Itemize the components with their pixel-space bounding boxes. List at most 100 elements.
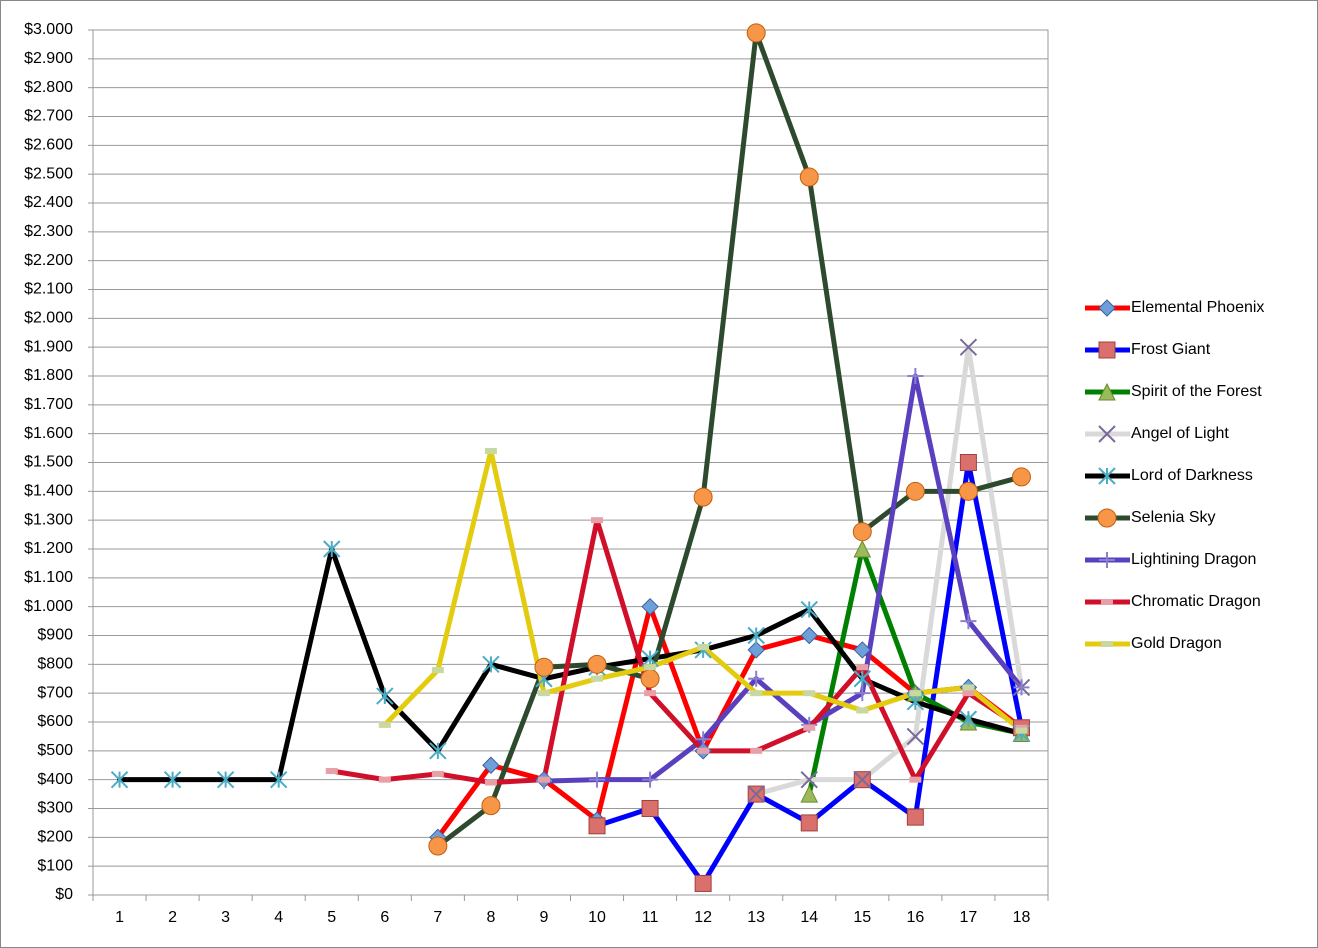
marker: [854, 685, 871, 702]
marker: [856, 664, 869, 671]
legend-label: Frost Giant: [1131, 341, 1211, 358]
marker: [853, 770, 872, 789]
marker: [591, 517, 604, 524]
y-tick-label: $1.700: [24, 396, 73, 413]
marker: [800, 814, 818, 832]
y-tick-label: $1.100: [24, 569, 73, 586]
marker: [853, 641, 872, 659]
x-tick-label: 1: [115, 909, 124, 926]
y-tick-label: $1.200: [24, 540, 73, 557]
y-tick-label: $1.900: [24, 338, 73, 355]
marker: [909, 690, 922, 697]
y-tick-label: $1.800: [24, 367, 73, 384]
marker: [431, 667, 444, 674]
marker: [484, 447, 497, 454]
marker: [748, 670, 765, 687]
marker: [1098, 299, 1116, 317]
legend-label: Spirit of the Forest: [1131, 383, 1262, 400]
x-tick-label: 11: [642, 909, 659, 926]
y-tick-label: $1.000: [24, 598, 73, 615]
marker: [484, 779, 497, 786]
marker: [746, 23, 766, 43]
marker: [534, 657, 554, 677]
marker: [1013, 679, 1030, 696]
marker: [750, 747, 763, 754]
x-tick-label: 2: [168, 909, 177, 926]
series-line: [753, 344, 1024, 797]
x-tick-label: 5: [327, 909, 336, 926]
y-tick-label: $2.000: [24, 310, 73, 327]
y-tick-label: $800: [37, 656, 73, 673]
marker: [960, 613, 977, 630]
marker: [641, 649, 659, 668]
marker: [537, 776, 550, 783]
y-tick-label: $300: [37, 800, 73, 817]
marker: [747, 785, 765, 803]
y-tick-label: $2.800: [24, 79, 73, 96]
y-tick-label: $2.200: [24, 252, 73, 269]
y-tick-label: $200: [37, 829, 73, 846]
x-tick-label: 8: [486, 909, 495, 926]
legend-label: Selenia Sky: [1131, 509, 1216, 526]
marker: [962, 684, 975, 691]
x-tick-label: 16: [906, 909, 924, 926]
legend-label: Lightining Dragon: [1131, 551, 1256, 568]
marker: [1101, 641, 1113, 647]
y-tick-label: $1.300: [24, 511, 73, 528]
marker: [1097, 508, 1117, 528]
x-tick-label: 12: [694, 909, 712, 926]
marker: [431, 770, 444, 777]
series-line: [329, 517, 1024, 786]
marker: [747, 626, 765, 645]
marker: [906, 727, 925, 746]
marker: [959, 338, 978, 356]
marker: [482, 655, 500, 674]
marker: [378, 721, 391, 728]
y-tick-label: $500: [37, 742, 73, 759]
marker: [537, 690, 550, 697]
marker: [803, 690, 816, 697]
marker: [269, 770, 288, 789]
marker: [482, 756, 500, 774]
marker: [800, 770, 818, 789]
y-tick-label: $1.600: [24, 425, 73, 442]
y-tick-label: $0: [55, 886, 73, 903]
marker: [959, 454, 977, 471]
marker: [800, 626, 818, 645]
marker: [799, 167, 819, 187]
x-tick-label: 3: [221, 909, 230, 926]
marker: [1015, 727, 1028, 734]
x-tick-label: 17: [960, 909, 978, 926]
marker: [641, 800, 659, 817]
x-tick-label: 15: [853, 909, 871, 926]
marker: [644, 690, 657, 697]
series-line: [541, 373, 1024, 784]
y-tick-label: $1.500: [24, 454, 73, 471]
marker: [1098, 382, 1116, 401]
marker: [803, 724, 816, 731]
x-tick-label: 6: [380, 909, 389, 926]
x-tick-label: 14: [800, 909, 818, 926]
marker: [800, 600, 818, 619]
marker: [1011, 467, 1031, 487]
marker: [697, 747, 710, 754]
legend-label: Chromatic Dragon: [1131, 593, 1261, 610]
marker: [642, 771, 659, 788]
marker: [325, 768, 338, 775]
marker: [958, 481, 978, 501]
marker: [852, 522, 872, 542]
y-tick-label: $2.300: [24, 223, 73, 240]
marker: [588, 817, 606, 835]
marker: [644, 664, 657, 671]
marker: [856, 707, 869, 714]
marker: [693, 487, 713, 507]
marker: [905, 481, 925, 501]
marker: [587, 654, 607, 674]
y-tick-label: $400: [37, 771, 73, 788]
marker: [962, 690, 975, 697]
marker: [323, 540, 341, 558]
y-tick-label: $2.100: [24, 281, 73, 298]
marker: [697, 644, 710, 651]
